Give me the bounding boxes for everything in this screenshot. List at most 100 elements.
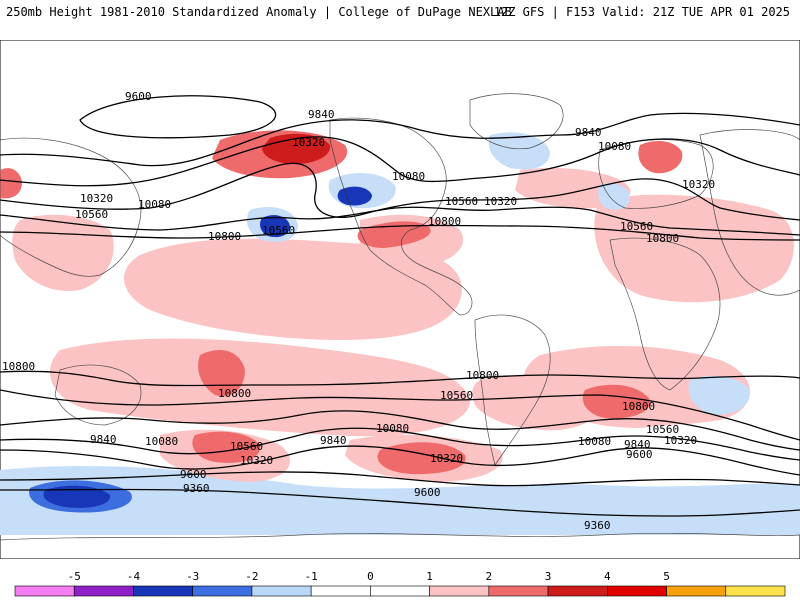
label-9600-sp: 9600 bbox=[180, 468, 207, 481]
positive-anomaly-tropical-pacific bbox=[123, 238, 462, 340]
label-9600-s: 9600 bbox=[414, 486, 441, 499]
label-10560-na: 10560 bbox=[445, 195, 478, 208]
label-10560-pac: 10560 bbox=[262, 224, 295, 237]
positive-anomaly-africa bbox=[594, 194, 794, 303]
label-9840-atl: 9840 bbox=[575, 126, 602, 139]
map-title: 250mb Height 1981-2010 Standardized Anom… bbox=[6, 5, 512, 19]
colorbar-segment bbox=[251, 585, 312, 597]
label-9840: 9840 bbox=[308, 108, 335, 121]
coastline-australia bbox=[54, 364, 142, 426]
label-10320: 10320 bbox=[292, 136, 325, 149]
colorbar-tick-label: 2 bbox=[486, 570, 493, 583]
colorbar-segment bbox=[429, 585, 490, 597]
colorbar-ticks: -5 -4 -3 -2 -1 0 1 2 3 4 5 bbox=[68, 570, 670, 583]
colorbar-segment bbox=[607, 585, 667, 597]
contour-10560-south bbox=[0, 389, 800, 441]
height-contours bbox=[0, 95, 800, 517]
colorbar-segment bbox=[310, 585, 371, 597]
anomaly-map: 9600 9840 10320 9840 10080 10320 10320 1… bbox=[0, 40, 800, 559]
colorbar-segment bbox=[725, 585, 786, 597]
negative-anomaly-south-indian bbox=[688, 375, 751, 415]
positive-anomaly-asia bbox=[12, 214, 114, 291]
label-10800-na: 10800 bbox=[428, 215, 461, 228]
label-10800-si: 10800 bbox=[622, 400, 655, 413]
label-9360-sp: 9360 bbox=[183, 482, 210, 495]
colorbar-segment bbox=[666, 585, 727, 597]
label-10800-af: 10800 bbox=[646, 232, 679, 245]
label-9840-sp: 9840 bbox=[320, 434, 347, 447]
colorbar-tick-label: -3 bbox=[186, 570, 199, 583]
negative-anomaly-south-band bbox=[0, 465, 800, 535]
label-10800-sp: 10800 bbox=[218, 387, 251, 400]
label-10800-pac: 10800 bbox=[208, 230, 241, 243]
positive-anomaly-southern-ocean-pacific bbox=[192, 431, 261, 463]
negative-anomaly-alaska-core bbox=[337, 186, 372, 206]
label-10800-sa: 10800 bbox=[466, 369, 499, 382]
label-10320-na: 10320 bbox=[484, 195, 517, 208]
label-10320-eu: 10320 bbox=[682, 178, 715, 191]
label-10320-sp2: 10320 bbox=[430, 452, 463, 465]
label-10560-si: 10560 bbox=[646, 423, 679, 436]
label-10560-sp: 10560 bbox=[230, 440, 263, 453]
positive-anomaly-west-us bbox=[357, 221, 431, 248]
label-10800-w: 10800 bbox=[2, 360, 35, 373]
negative-anomaly-greenland bbox=[488, 132, 550, 170]
contour-10320-south bbox=[0, 410, 800, 451]
negative-anomaly-pacific-core bbox=[260, 215, 290, 238]
contour-10560-north bbox=[0, 206, 800, 236]
colorbar-tick-label: 1 bbox=[426, 570, 433, 583]
colorbar-tick-label: 4 bbox=[604, 570, 611, 583]
colorbar-segment bbox=[73, 585, 134, 597]
model-run-info: 12Z GFS | F153 Valid: 21Z TUE APR 01 202… bbox=[493, 5, 790, 19]
label-10560-as: 10560 bbox=[75, 208, 108, 221]
negative-anomaly-south-pacific-core bbox=[43, 485, 111, 508]
label-10080-sp2: 10080 bbox=[376, 422, 409, 435]
anomaly-colorbar: -5 -4 -3 -2 -1 0 1 2 3 4 5 bbox=[14, 570, 786, 597]
coastline-asia-west bbox=[0, 137, 142, 277]
label-9600-si: 9600 bbox=[626, 448, 653, 461]
coastline-greenland bbox=[469, 93, 564, 150]
contour-9840-south bbox=[0, 445, 800, 476]
colorbar-segment bbox=[133, 585, 193, 597]
label-9360-s: 9360 bbox=[584, 519, 611, 532]
contour-10080-north bbox=[0, 136, 800, 187]
colorbar-segment bbox=[370, 585, 430, 597]
colorbar-tick-label: 3 bbox=[545, 570, 552, 583]
colorbar-tick-label: -5 bbox=[68, 570, 81, 583]
contour-9600-north-pacific bbox=[79, 95, 277, 139]
coastline-antarctica bbox=[0, 532, 800, 541]
negative-anomaly-atlantic bbox=[598, 183, 630, 210]
colorbar-tick-label: -1 bbox=[305, 570, 318, 583]
colorbar-tick-label: -2 bbox=[245, 570, 258, 583]
label-10080-si: 10080 bbox=[578, 435, 611, 448]
label-10080-as: 10080 bbox=[138, 198, 171, 211]
positive-anomaly-europe bbox=[638, 140, 683, 174]
label-10320-si: 10320 bbox=[664, 434, 697, 447]
contour-10320-north bbox=[0, 162, 800, 221]
contour-9600-south bbox=[0, 471, 800, 487]
contour-10080-south bbox=[0, 427, 800, 461]
contour-10800-north bbox=[0, 224, 800, 241]
colorbar-tick-label: 5 bbox=[663, 570, 670, 583]
positive-anomaly-asia-2 bbox=[0, 168, 22, 199]
colorbar-segment bbox=[547, 585, 608, 597]
coastlines bbox=[0, 93, 800, 541]
colorbar-tick-label: -4 bbox=[127, 570, 141, 583]
colorbar-tick-label: 0 bbox=[367, 570, 374, 583]
label-9600: 9600 bbox=[125, 90, 152, 103]
label-10320-sp: 10320 bbox=[240, 454, 273, 467]
colorbar-segment bbox=[488, 585, 549, 597]
label-9840-si: 9840 bbox=[624, 438, 651, 451]
colorbar-segments bbox=[14, 585, 786, 597]
label-10320-as: 10320 bbox=[80, 192, 113, 205]
label-10080-atl: 10080 bbox=[598, 140, 631, 153]
coastline-asia bbox=[699, 129, 800, 296]
coastline-north-america bbox=[329, 117, 473, 316]
contour-9840-north bbox=[0, 112, 800, 167]
contour-labels: 9600 9840 10320 9840 10080 10320 10320 1… bbox=[2, 90, 715, 532]
label-10080-sp: 10080 bbox=[145, 435, 178, 448]
label-10560-sa: 10560 bbox=[440, 389, 473, 402]
colorbar-segment bbox=[192, 585, 253, 597]
contour-10800-south bbox=[0, 370, 800, 387]
label-10080-na: 10080 bbox=[392, 170, 425, 183]
